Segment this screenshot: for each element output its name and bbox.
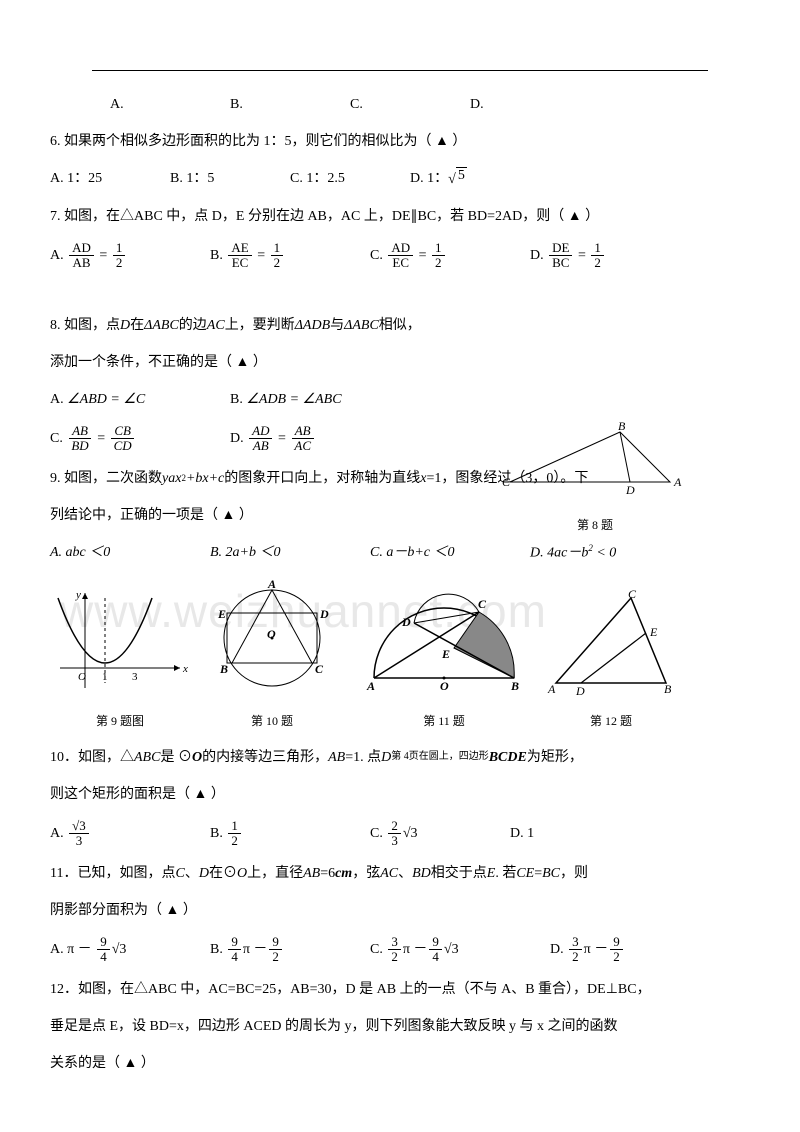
opt-c: C.	[350, 92, 470, 117]
q8-opts-cd: C. ABBD = CBCD D. ADAB = ABAC	[50, 424, 470, 454]
q10-c: C. 23√3	[370, 819, 510, 849]
q8-line2: 添加一个条件，不正确的是（ ▲ ）	[50, 350, 470, 375]
q8-line1: 8. 如图，点 D 在 ΔABC 的边 AC 上，要判断 ΔADB 与 ΔABC…	[50, 313, 470, 338]
q8-d: D. ADAB = ABAC	[230, 424, 316, 454]
svg-text:D: D	[575, 684, 585, 698]
svg-text:C: C	[315, 662, 324, 676]
svg-text:E: E	[649, 625, 658, 639]
q6-d: D. 1：√5	[410, 166, 467, 191]
q11-options: A. π － 94√3 B. 94π －92 C. 32π －94√3 D. 3…	[50, 935, 750, 965]
svg-text:1: 1	[102, 671, 108, 683]
svg-text:D: D	[625, 483, 635, 497]
q11-text2: 阴影部分面积为（ ▲ ）	[50, 898, 750, 923]
q8-opts-ab: A. ∠ABD = ∠C B. ∠ADB = ∠ABC	[50, 387, 470, 412]
fig12: C A B D E 第 12 题	[546, 588, 676, 733]
svg-text:A: A	[267, 578, 276, 591]
q10-text: 10．如图，△ABC 是 ⊙O 的内接等边三角形，AB=1. 点 D第 4页在圆…	[50, 745, 750, 770]
svg-text:A: A	[673, 475, 682, 489]
svg-text:A: A	[547, 682, 556, 696]
q9-d: D. 4ac－b2 < 0	[530, 540, 616, 566]
svg-text:E: E	[441, 647, 450, 661]
fig11: A B C D E O 第 11 题	[354, 588, 534, 733]
q10-b: B. 12	[210, 819, 370, 849]
q6-b: B. 1：5	[170, 166, 290, 191]
svg-text:x: x	[182, 663, 188, 675]
q7-text: 7. 如图，在△ABC 中，点 D，E 分别在边 AB，AC 上，DE∥BC，若…	[50, 204, 750, 229]
q12-line2: 垂足是点 E，设 BD=x，四边形 ACED 的周长为 y，则下列图象能大致反映…	[50, 1014, 750, 1039]
svg-text:C: C	[628, 588, 637, 601]
q9-options: A. abc ＜0 B. 2a+b ＜0 C. a－b+c ＜0 D. 4ac－…	[50, 540, 750, 566]
svg-text:B: B	[664, 682, 672, 696]
svg-text:C: C	[478, 597, 487, 611]
opt-b: B.	[230, 92, 350, 117]
figures-row: O 1 3 x y 第 9 题图 A E D B C O 第 10 题	[50, 578, 750, 733]
q9-a: A. abc ＜0	[50, 540, 210, 565]
q8-b: B. ∠ADB = ∠ABC	[230, 387, 342, 412]
svg-text:B: B	[510, 679, 519, 693]
q10-d: D. 1	[510, 821, 534, 846]
q6-a: A. 1：25	[50, 166, 170, 191]
q7-d: D. DEBC = 12	[530, 241, 606, 271]
fig8-caption: 第 8 题	[500, 515, 690, 537]
q11-c: C. 32π －94√3	[370, 935, 550, 965]
q12-line1: 12．如图，在△ABC 中，AC=BC=25，AB=30，D 是 AB 上的一点…	[50, 977, 750, 1002]
svg-text:B: B	[618, 422, 626, 433]
q8-a: A. ∠ABD = ∠C	[50, 387, 230, 412]
q11-text: 11．已知，如图，点 C、D 在⊙O 上，直径 AB=6 cm，弦 AC、BD …	[50, 861, 750, 886]
svg-text:O: O	[78, 671, 86, 683]
q11-a: A. π － 94√3	[50, 935, 210, 965]
q5-options: A. B. C. D.	[50, 92, 750, 117]
fig8: B C A D 第 8 题	[500, 422, 690, 537]
fig9: O 1 3 x y 第 9 题图	[50, 588, 190, 733]
svg-text:y: y	[75, 589, 81, 601]
opt-d: D.	[470, 92, 590, 117]
svg-text:O: O	[440, 679, 449, 693]
q7-c: C. ADEC = 12	[370, 241, 530, 271]
svg-text:E: E	[217, 607, 226, 621]
q9-b: B. 2a+b ＜0	[210, 540, 370, 565]
q10-text2: 则这个矩形的面积是（ ▲ ）	[50, 782, 750, 807]
q9-c: C. a－b+c ＜0	[370, 540, 530, 565]
q11-d: D. 32π －92	[550, 935, 625, 965]
svg-text:A: A	[366, 679, 375, 693]
q6-text: 6. 如果两个相似多边形面积的比为 1：5，则它们的相似比为（ ▲ ）	[50, 129, 750, 154]
svg-text:D: D	[401, 615, 411, 629]
q8-c: C. ABBD = CBCD	[50, 424, 230, 454]
fig10: A E D B C O 第 10 题	[202, 578, 342, 733]
q10-options: A. √33 B. 12 C. 23√3 D. 1	[50, 819, 750, 849]
q7-b: B. AEEC = 12	[210, 241, 370, 271]
q7-options: A. ADAB = 12 B. AEEC = 12 C. ADEC = 12 D…	[50, 241, 750, 271]
svg-text:B: B	[219, 662, 228, 676]
q12-line3: 关系的是（ ▲ ）	[50, 1051, 750, 1076]
svg-text:C: C	[502, 475, 511, 489]
q11-b: B. 94π －92	[210, 935, 370, 965]
q6-options: A. 1：25 B. 1：5 C. 1：2.5 D. 1：√5	[50, 166, 750, 191]
svg-text:3: 3	[132, 671, 138, 683]
triangle-fig8: B C A D	[500, 422, 690, 502]
q10-a: A. √33	[50, 819, 210, 849]
q6-c: C. 1：2.5	[290, 166, 410, 191]
opt-a: A.	[110, 92, 230, 117]
svg-text:D: D	[319, 607, 329, 621]
q7-a: A. ADAB = 12	[50, 241, 210, 271]
